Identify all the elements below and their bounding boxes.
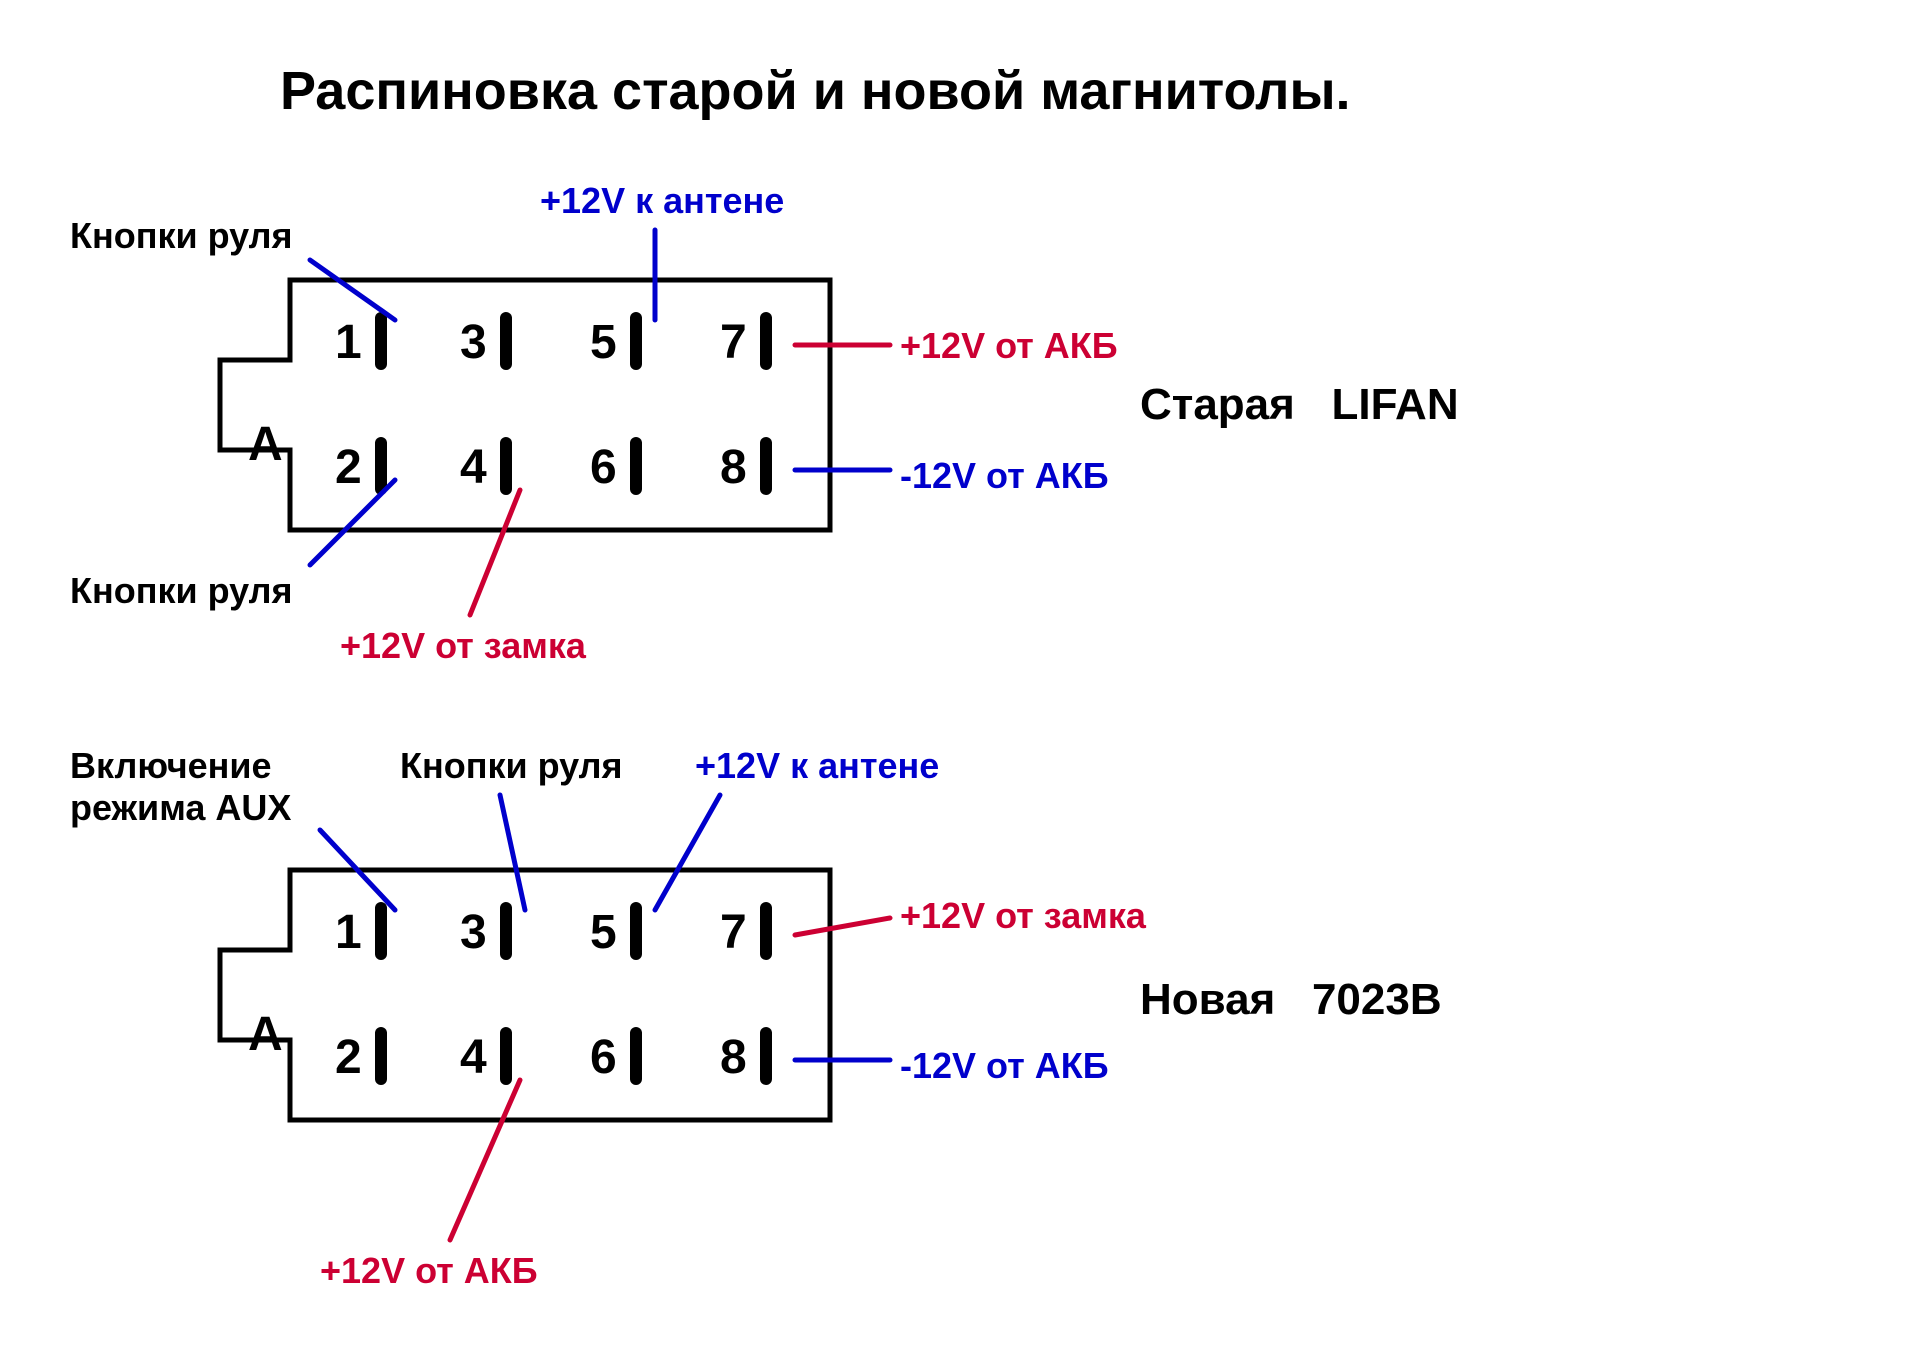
- connector-name-new: Новая 7023B: [1140, 975, 1442, 1025]
- pin-number-6: 6: [590, 1031, 617, 1084]
- pin-number-1: 1: [335, 316, 362, 369]
- callout-label: -12V от АКБ: [900, 455, 1109, 497]
- connector-old: 1 3 5 7 2 4 6 8 A: [220, 230, 890, 615]
- pin-slot-7: [760, 902, 772, 960]
- callout-label: +12V к антене: [695, 745, 939, 787]
- pin-slot-5: [630, 902, 642, 960]
- pin-number-4: 4: [460, 1031, 487, 1084]
- key-label: A: [248, 1008, 283, 1061]
- pin-slot-1: [375, 902, 387, 960]
- callout-label: Включение режима AUX: [70, 745, 291, 829]
- pin-slot-8: [760, 437, 772, 495]
- pin-number-8: 8: [720, 441, 747, 494]
- pin-slot-6: [630, 1027, 642, 1085]
- callout-label: Кнопки руля: [400, 745, 623, 787]
- callout-label: +12V от замка: [900, 895, 1146, 937]
- pin-slot-4: [500, 437, 512, 495]
- pin-slot-8: [760, 1027, 772, 1085]
- callout-label: +12V от АКБ: [900, 325, 1118, 367]
- callout-label: +12V от АКБ: [320, 1250, 538, 1292]
- pin-number-3: 3: [460, 906, 487, 959]
- diagram-svg: 13572468A13572468A: [0, 0, 1920, 1358]
- pin-number-8: 8: [720, 1031, 747, 1084]
- callout-line: [795, 918, 890, 935]
- pin-number-2: 2: [335, 1031, 362, 1084]
- key-label: A: [248, 418, 283, 471]
- pin-slot-1: [375, 312, 387, 370]
- callout-label: -12V от АКБ: [900, 1045, 1109, 1087]
- callout-label: +12V к антене: [540, 180, 784, 222]
- callout-line: [655, 795, 720, 910]
- pin-slot-3: [500, 312, 512, 370]
- callout-line: [310, 260, 395, 320]
- pin-number-7: 7: [720, 906, 747, 959]
- callout-line: [470, 490, 520, 615]
- connector-new: 1 3 5 7 2 4 6 8 A: [220, 795, 890, 1240]
- pin-slot-3: [500, 902, 512, 960]
- callout-line: [500, 795, 525, 910]
- callout-label: Кнопки руля: [70, 570, 293, 612]
- pin-number-5: 5: [590, 316, 617, 369]
- pin-number-1: 1: [335, 906, 362, 959]
- pin-number-3: 3: [460, 316, 487, 369]
- pin-slot-4: [500, 1027, 512, 1085]
- pin-number-7: 7: [720, 316, 747, 369]
- pin-number-2: 2: [335, 441, 362, 494]
- pin-slot-2: [375, 1027, 387, 1085]
- pin-slot-7: [760, 312, 772, 370]
- callout-line: [450, 1080, 520, 1240]
- pin-number-5: 5: [590, 906, 617, 959]
- callout-label: +12V от замка: [340, 625, 586, 667]
- pin-slot-5: [630, 312, 642, 370]
- pin-number-6: 6: [590, 441, 617, 494]
- pin-slot-6: [630, 437, 642, 495]
- callout-label: Кнопки руля: [70, 215, 293, 257]
- pin-number-4: 4: [460, 441, 487, 494]
- connector-name-old: Старая LIFAN: [1140, 380, 1459, 430]
